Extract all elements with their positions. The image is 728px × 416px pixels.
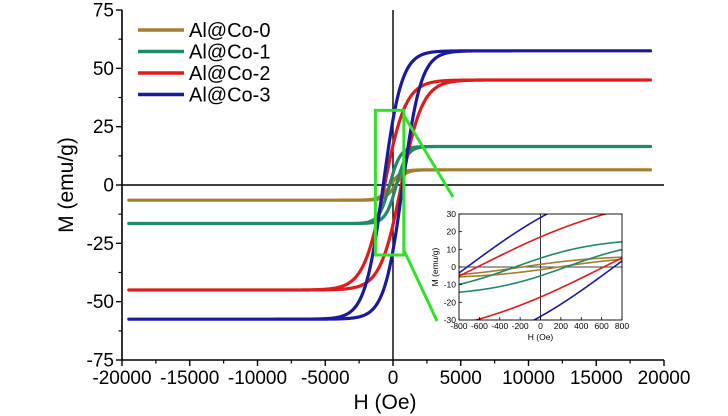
inset-x-tick-label: -400 (491, 321, 508, 331)
y-tick-label: 25 (93, 117, 114, 138)
inset-x-tick-label: 0 (538, 321, 543, 331)
inset-x-tick-label: 400 (574, 321, 588, 331)
inset-y-tick-label: 10 (447, 244, 457, 254)
inset-y-tick-label: 0 (451, 262, 456, 272)
legend-label-1: Al@Co-1 (189, 42, 270, 64)
x-tick-label: 20000 (638, 368, 691, 389)
inset-x-tick-label: -800 (450, 321, 467, 331)
zoom-indicator (373, 108, 455, 322)
inset-y-tick-label: 20 (447, 227, 457, 237)
inset-x-axis-title: H (Oe) (528, 332, 554, 342)
x-tick-label: 15000 (570, 368, 623, 389)
inset-y-tick-label: 30 (447, 209, 457, 219)
y-tick-label: -25 (87, 234, 114, 255)
y-tick-label: 50 (93, 59, 114, 80)
x-tick-label: 0 (388, 368, 399, 389)
x-tick-label: -15000 (160, 368, 219, 389)
legend-label-0: Al@Co-0 (189, 20, 270, 42)
inset-x-tick-label: 600 (595, 321, 609, 331)
legend-label-3: Al@Co-3 (189, 85, 270, 107)
inset-y-tick-label: -30 (444, 315, 457, 325)
inset-x-tick-label: 800 (615, 321, 629, 331)
series-curve-2 (127, 78, 653, 292)
inset-plot: -800 -600 -400 -200 0 200 400 600 800 -30 -20 -10 0 1… (430, 209, 629, 342)
inset-y-axis-title: M (emu/g) (430, 247, 440, 286)
series-curve-3 (127, 49, 653, 321)
inset-x-tick-label: -600 (471, 321, 488, 331)
inset-y-tick-label: -10 (444, 280, 457, 290)
x-tick-label: -10000 (228, 368, 287, 389)
inset-series-curve-1 (459, 240, 622, 294)
y-tick-label: 0 (103, 176, 114, 197)
series-curve-1 (127, 144, 653, 226)
inset-curves (459, 214, 622, 320)
x-tick-label: 10000 (502, 368, 555, 389)
series-curve-0 (127, 168, 653, 202)
y-axis-title: M (emu/g) (55, 137, 78, 233)
legend-label-2: Al@Co-2 (189, 63, 270, 85)
y-tick-label: -50 (87, 292, 114, 313)
zoom-connector-top (402, 114, 455, 198)
inset-y-tick-label: -20 (444, 297, 457, 307)
inset-series-curve-2 (459, 214, 622, 320)
zoom-connector-bottom (402, 249, 439, 322)
inset-x-tick-label: 200 (554, 321, 568, 331)
x-axis-title: H (Oe) (354, 391, 417, 414)
y-tick-label: -75 (87, 351, 114, 372)
main-plot: -20000 -15000 -10000 -5000 0 5000 10000 15000 20… (55, 1, 690, 415)
x-tick-label: 5000 (440, 368, 482, 389)
zoom-box (373, 108, 406, 257)
x-tick-label: -20000 (92, 368, 151, 389)
inset-x-tick-label: -200 (512, 321, 529, 331)
y-tick-label: 75 (93, 1, 114, 22)
legend: Al@Co-0Al@Co-1Al@Co-2Al@Co-3 (138, 20, 270, 107)
x-tick-label: -5000 (301, 368, 350, 389)
inset-series-curve-3 (459, 214, 622, 320)
